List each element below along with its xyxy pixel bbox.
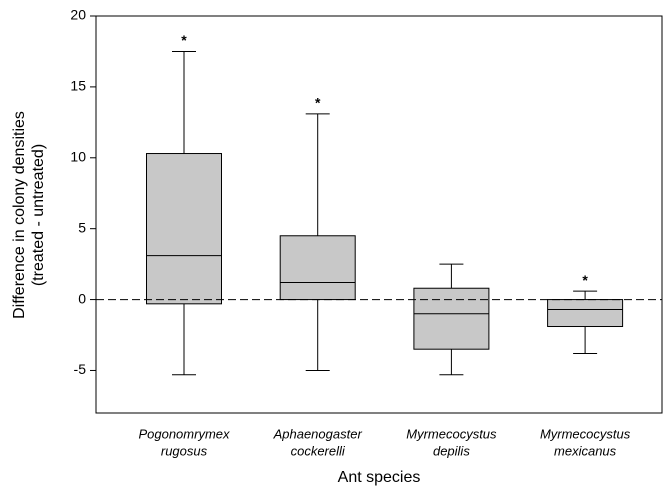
y-axis-label: Difference in colony densities (11, 111, 28, 319)
x-tick-label: Aphaenogaster (273, 426, 363, 441)
significance-mark: * (582, 272, 588, 288)
plot-frame (95, 15, 663, 414)
x-tick-label: Myrmecocystus (406, 426, 497, 441)
y-axis-label: (treated - untreated) (30, 144, 47, 286)
y-tick-label: 10 (70, 148, 86, 164)
x-tick-label: rugosus (161, 443, 208, 458)
box (146, 153, 222, 305)
y-tick-label: 5 (78, 219, 86, 235)
y-tick-label: 15 (70, 78, 86, 94)
significance-mark: * (181, 32, 187, 48)
box (413, 287, 490, 350)
x-tick-label: mexicanus (554, 443, 617, 458)
y-tick-label: 20 (70, 7, 86, 23)
x-tick-label: cockerelli (291, 443, 346, 458)
y-tick-label: 0 (78, 290, 86, 306)
x-tick-label: Pogonomrymex (138, 426, 230, 441)
box (547, 299, 624, 328)
significance-mark: * (315, 95, 321, 111)
box (279, 235, 356, 301)
x-tick-label: depilis (433, 443, 470, 458)
x-axis-label: Ant species (338, 469, 421, 486)
y-tick-label: -5 (74, 361, 87, 377)
x-tick-label: Myrmecocystus (540, 426, 631, 441)
